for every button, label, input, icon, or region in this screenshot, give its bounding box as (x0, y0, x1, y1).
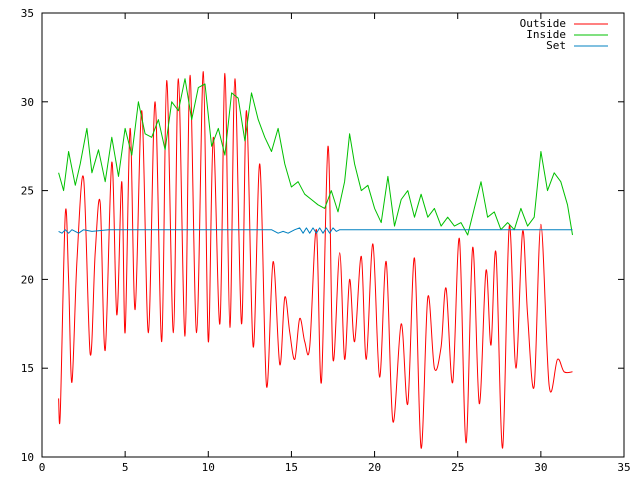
x-tick-label: 30 (534, 461, 547, 474)
y-tick-label: 10 (21, 451, 34, 464)
legend-label: Set (546, 39, 566, 52)
series-line-inside (58, 78, 573, 236)
y-tick-label: 25 (21, 185, 34, 198)
legend-label: Outside (520, 17, 566, 30)
x-tick-label: 35 (617, 461, 630, 474)
x-tick-label: 10 (202, 461, 215, 474)
series-lines (58, 71, 573, 449)
x-tick-label: 25 (451, 461, 464, 474)
y-tick-label: 30 (21, 96, 34, 109)
x-tick-label: 0 (39, 461, 46, 474)
y-tick-label: 35 (21, 7, 34, 20)
x-tick-label: 20 (368, 461, 381, 474)
plot-frame (41, 12, 625, 458)
axis-ticks: 0 5 10 15 20 25 30 35 10 15 20 25 30 35 (21, 7, 631, 474)
y-tick-label: 20 (21, 273, 34, 286)
series-line-set (58, 227, 573, 234)
series-line-outside (58, 71, 573, 449)
x-tick-label: 15 (285, 461, 298, 474)
x-tick-label: 5 (122, 461, 129, 474)
y-tick-label: 15 (21, 362, 34, 375)
legend-label: Inside (526, 28, 566, 41)
